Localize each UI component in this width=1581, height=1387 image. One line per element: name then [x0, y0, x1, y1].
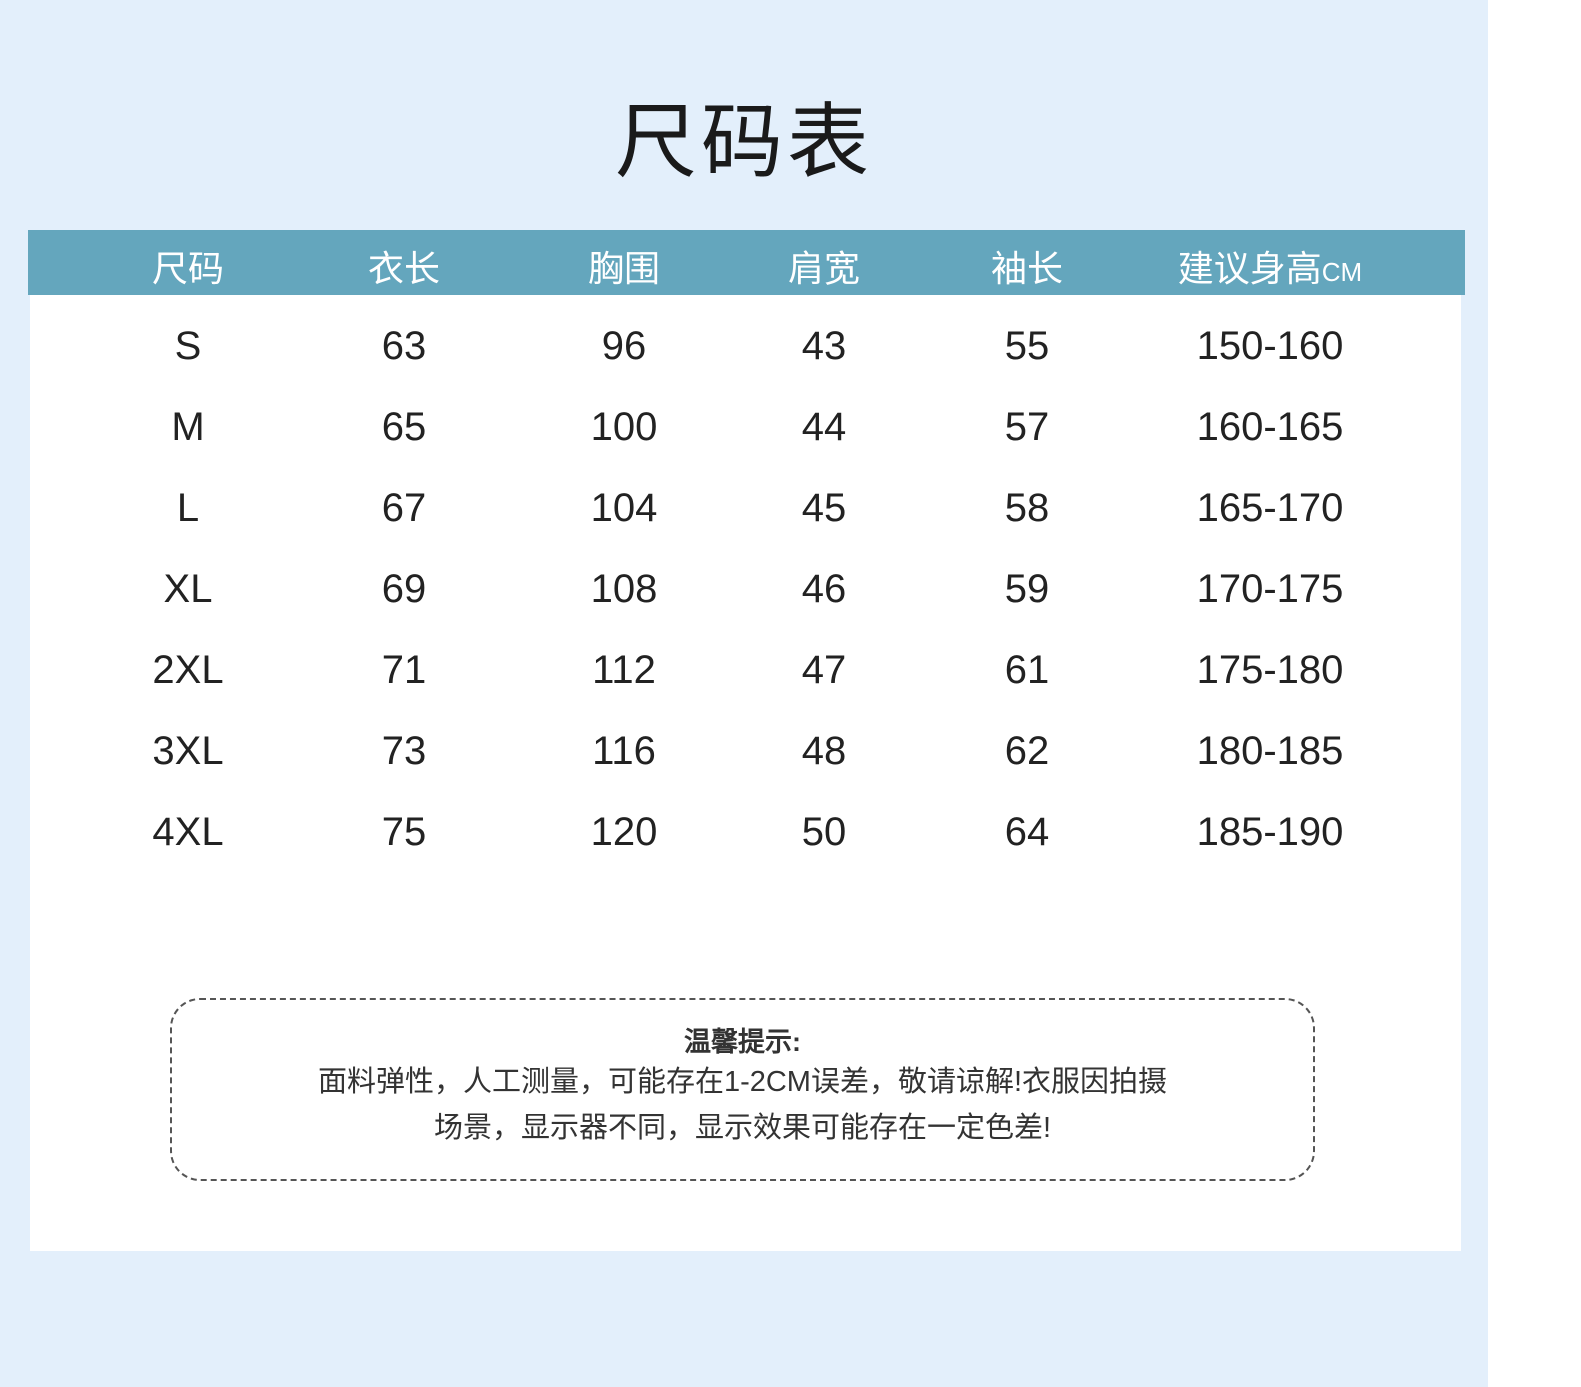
table-cell: 180-185	[1196, 729, 1344, 773]
table-cell: 50	[801, 810, 847, 854]
column-header: 尺码	[58, 240, 318, 292]
tips-box: 温馨提示: 面料弹性，人工测量，可能存在1-2CM误差，敬请谅解!衣服因拍摄 场…	[170, 998, 1315, 1181]
table-cell: 65	[381, 405, 427, 449]
column-header: 肩宽	[694, 240, 954, 292]
column-header-label: 肩宽	[787, 248, 860, 289]
table-cell: 71	[381, 648, 427, 692]
table-header-bar	[28, 230, 1465, 295]
unit-suffix: CM	[1321, 257, 1363, 287]
table-cell: 58	[1004, 486, 1050, 530]
table-cell: S	[174, 324, 202, 368]
column-header-label: 袖长	[990, 248, 1063, 289]
column-header-label: 胸围	[587, 248, 660, 289]
column-header-label: 衣长	[367, 248, 440, 289]
table-cell: 63	[381, 324, 427, 368]
table-cell: 104	[590, 486, 658, 530]
table-cell: 150-160	[1196, 324, 1344, 368]
table-cell: 67	[381, 486, 427, 530]
table-cell: 45	[801, 486, 847, 530]
table-cell: 43	[801, 324, 847, 368]
table-cell: XL	[163, 567, 213, 611]
page-title: 尺码表	[614, 97, 873, 188]
table-cell: 48	[801, 729, 847, 773]
table-cell: 47	[801, 648, 847, 692]
table-cell: 59	[1004, 567, 1050, 611]
table-cell: 160-165	[1196, 405, 1344, 449]
column-header: 袖长	[897, 240, 1157, 292]
size-table-card	[30, 230, 1461, 1251]
column-header: 胸围	[494, 240, 754, 292]
tips-line: 场景，显示器不同，显示效果可能存在一定色差!	[433, 1112, 1052, 1144]
table-cell: 75	[381, 810, 427, 854]
table-cell: 108	[590, 567, 658, 611]
column-header: 衣长	[274, 240, 534, 292]
table-cell: 112	[592, 648, 656, 692]
table-cell: 185-190	[1196, 810, 1344, 854]
tips-title: 温馨提示:	[684, 1027, 801, 1057]
table-cell: 61	[1004, 648, 1050, 692]
table-cell: M	[171, 405, 205, 449]
table-cell: L	[176, 486, 200, 530]
table-cell: 116	[592, 729, 656, 773]
table-cell: 96	[601, 324, 647, 368]
column-header-label: 尺码	[151, 248, 224, 289]
tips-line: 面料弹性，人工测量，可能存在1-2CM误差，敬请谅解!衣服因拍摄	[317, 1066, 1168, 1098]
table-cell: 165-170	[1196, 486, 1344, 530]
table-cell: 3XL	[152, 729, 224, 773]
table-cell: 170-175	[1196, 567, 1344, 611]
table-cell: 120	[590, 810, 658, 854]
table-cell: 55	[1004, 324, 1050, 368]
table-cell: 69	[381, 567, 427, 611]
table-cell: 2XL	[152, 648, 224, 692]
table-cell: 44	[801, 405, 847, 449]
table-cell: 175-180	[1196, 648, 1344, 692]
table-cell: 64	[1004, 810, 1050, 854]
table-cell: 4XL	[152, 810, 224, 854]
table-cell: 46	[801, 567, 847, 611]
table-cell: 57	[1004, 405, 1050, 449]
table-cell: 100	[590, 405, 658, 449]
column-header-label: 建议身高	[1177, 248, 1322, 289]
table-cell: 62	[1004, 729, 1050, 773]
table-cell: 73	[381, 729, 427, 773]
column-header: 建议身高CM	[1140, 240, 1400, 292]
